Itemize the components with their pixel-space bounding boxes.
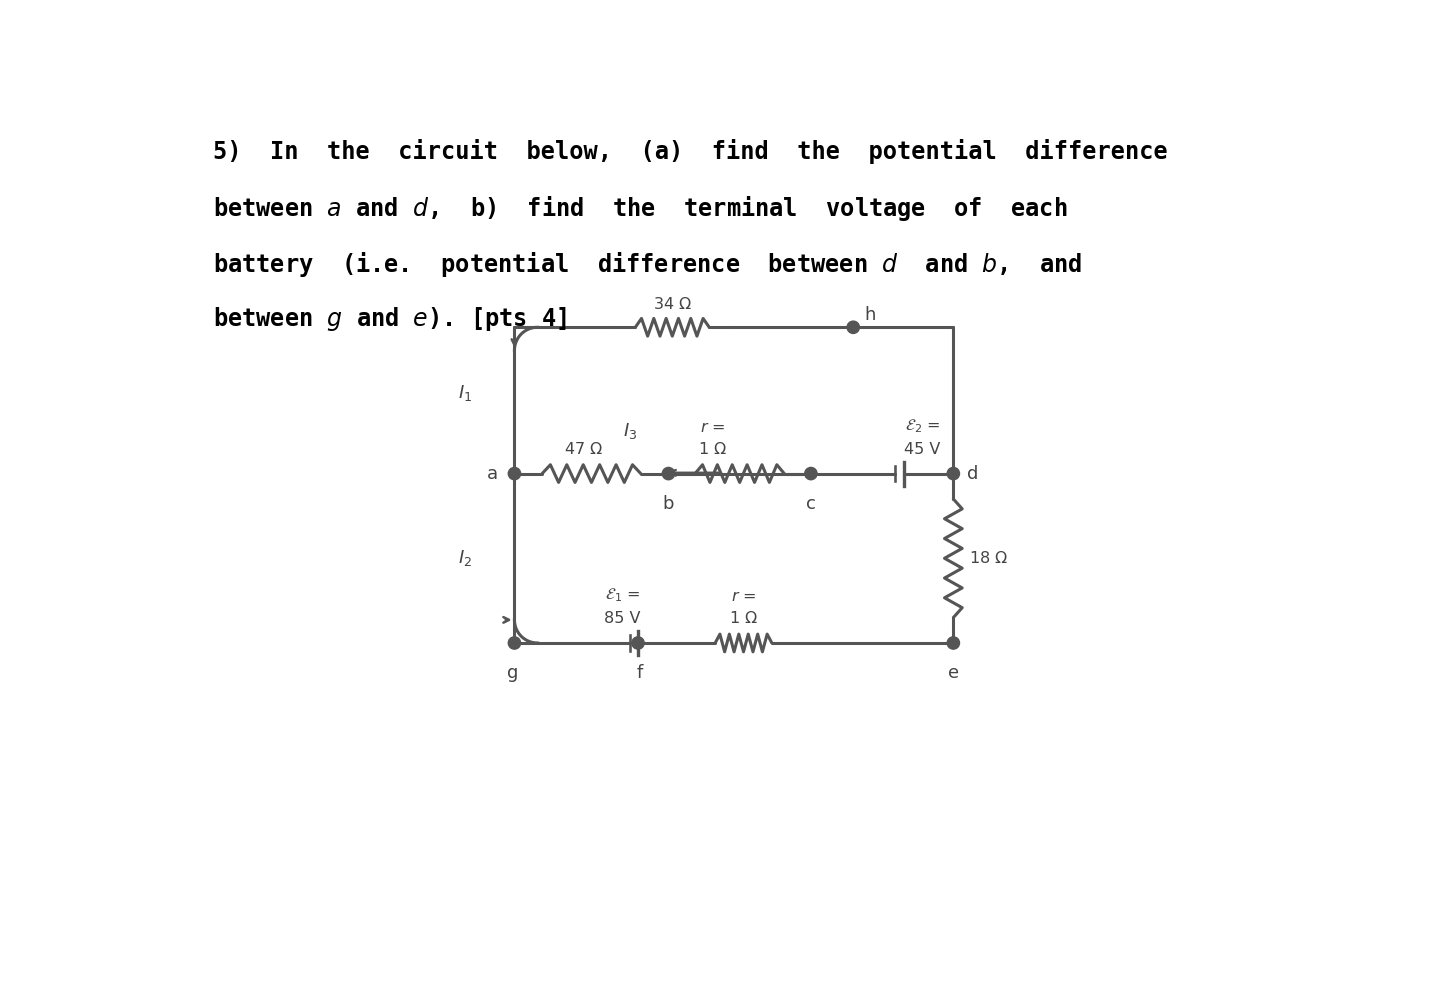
Text: g: g [508, 664, 519, 682]
Circle shape [948, 636, 959, 649]
Text: 5)  In  the  circuit  below,  (a)  find  the  potential  difference: 5) In the circuit below, (a) find the po… [213, 138, 1168, 164]
Text: a: a [486, 464, 498, 482]
Circle shape [631, 636, 644, 649]
Text: 45 V: 45 V [905, 442, 940, 457]
Text: 47 $\Omega$: 47 $\Omega$ [564, 441, 604, 457]
Text: d: d [968, 464, 979, 482]
Text: b: b [663, 495, 674, 514]
Circle shape [948, 467, 959, 480]
Text: between $a$ and $d$,  b)  find  the  terminal  voltage  of  each: between $a$ and $d$, b) find the termina… [213, 194, 1067, 223]
Text: $I_3$: $I_3$ [623, 421, 637, 441]
Text: between $g$ and $e$). [pts 4]: between $g$ and $e$). [pts 4] [213, 305, 567, 333]
Text: 34 $\Omega$: 34 $\Omega$ [653, 296, 692, 312]
Circle shape [663, 467, 674, 480]
Text: h: h [864, 306, 876, 324]
Circle shape [847, 321, 860, 334]
Text: $r$ =: $r$ = [700, 420, 725, 435]
Text: battery  (i.e.  potential  difference  between $d$  and $b$,  and: battery (i.e. potential difference betwe… [213, 249, 1081, 279]
Text: $\mathcal{E}_2$ =: $\mathcal{E}_2$ = [905, 417, 940, 435]
Circle shape [508, 636, 521, 649]
Text: $r$ =: $r$ = [731, 589, 756, 605]
Text: 1 $\Omega$: 1 $\Omega$ [729, 610, 758, 627]
Circle shape [805, 467, 817, 480]
Text: 18 $\Omega$: 18 $\Omega$ [969, 550, 1008, 567]
Text: $I_2$: $I_2$ [459, 548, 472, 569]
Text: 85 V: 85 V [604, 611, 640, 627]
Text: $I_1$: $I_1$ [457, 383, 472, 403]
Text: 1 $\Omega$: 1 $\Omega$ [699, 441, 728, 457]
Text: f: f [637, 664, 643, 682]
Text: $\mathcal{E}_1$ =: $\mathcal{E}_1$ = [604, 587, 640, 605]
Text: c: c [805, 495, 815, 514]
Circle shape [508, 467, 521, 480]
Text: e: e [948, 664, 959, 682]
